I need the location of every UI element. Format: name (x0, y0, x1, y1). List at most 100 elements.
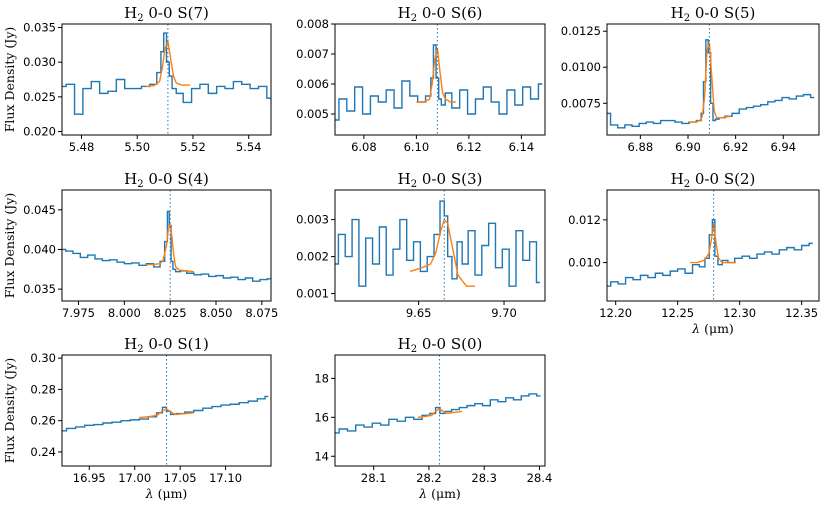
plot-area (607, 219, 813, 287)
title-subscript: 2 (411, 13, 417, 24)
fit-series (139, 408, 194, 419)
y-axis-label: Flux Density (Jy) (2, 193, 17, 299)
x-tick-label: 6.12 (456, 140, 482, 154)
x-tick-label: 7.975 (62, 306, 95, 320)
x-label-unit: (μm) (700, 321, 734, 336)
title-main: H (398, 335, 411, 353)
y-tick-label: 18 (314, 371, 329, 385)
spectrum-series (62, 32, 271, 115)
fit-series (417, 407, 463, 419)
x-tick-label: 6.14 (509, 140, 535, 154)
plot-area (62, 210, 271, 282)
axes-frame (606, 23, 820, 136)
plot-area (335, 44, 543, 121)
panel-title: H2 0-0 S(3) (398, 170, 483, 190)
y-tick-label: 0.005 (296, 107, 329, 121)
y-tick-label: 0.045 (23, 203, 56, 217)
title-rest: 0-0 S(4) (144, 170, 209, 188)
y-axis-label: Flux Density (Jy) (2, 27, 17, 133)
x-tick-label: 17.05 (164, 471, 197, 485)
title-rest: 0-0 S(0) (417, 335, 482, 353)
spectrum-series (335, 44, 543, 121)
panel-title: H2 0-0 S(0) (398, 335, 483, 355)
x-tick-label: 12.25 (661, 306, 694, 320)
panel-title: H2 0-0 S(1) (124, 335, 209, 355)
y-tick-label: 0.035 (23, 282, 56, 296)
y-tick-label: 0.035 (23, 20, 56, 34)
x-tick-label: 28.3 (471, 471, 497, 485)
title-main: H (124, 170, 137, 188)
x-tick-label: 6.10 (404, 140, 430, 154)
x-tick-label: 28.1 (361, 471, 387, 485)
y-tick-label: 0.008 (296, 17, 329, 31)
panel-title: H2 0-0 S(7) (124, 4, 209, 24)
fit-series (690, 224, 736, 264)
title-subscript: 2 (411, 344, 417, 355)
y-axis-label: Flux Density (Jy) (2, 358, 17, 464)
panel-3: 6.88 6.90 6.92 6.94 0.0075 0.0100 0.0125 H2 0-0… (561, 4, 820, 154)
panel-4: 7.975 8.000 8.025 8.050 8.075 0.035 0.040 0.045… (2, 170, 278, 320)
fit-series (146, 223, 195, 273)
x-tick-label: 9.65 (406, 306, 432, 320)
x-label-symbol: λ (418, 486, 427, 501)
y-tick-label: 0.30 (30, 351, 56, 365)
x-tick-label: 8.000 (108, 306, 141, 320)
title-main: H (124, 4, 137, 22)
y-tick-label: 0.025 (23, 90, 56, 104)
x-tick-label: 5.48 (69, 140, 95, 154)
panel-title: H2 0-0 S(4) (124, 170, 209, 190)
x-tick-label: 6.94 (770, 140, 796, 154)
x-tick-label: 16.95 (73, 471, 106, 485)
plot-area (335, 200, 540, 287)
panel-8: 28.1 28.2 28.3 28.4 14 16 18 H2 0-0 S(0) λ (μm) (314, 335, 552, 501)
plot-area (62, 32, 271, 115)
y-tick-label: 0.040 (23, 242, 56, 256)
panel-6: 12.20 12.25 12.30 12.35 0.010 0.012 H2 0-0 S(2… (568, 170, 820, 336)
fit-series (409, 218, 475, 287)
axes-frame (606, 189, 820, 302)
x-tick-label: 5.50 (124, 140, 150, 154)
y-tick-label: 0.007 (296, 47, 329, 61)
spectrum-series (62, 210, 271, 282)
y-tick-label: 0.006 (296, 77, 329, 91)
x-label-unit: (μm) (154, 486, 188, 501)
title-main: H (671, 170, 684, 188)
x-tick-label: 8.075 (245, 306, 278, 320)
x-tick-label: 12.30 (723, 306, 756, 320)
panel-5: 9.65 9.70 0.001 0.002 0.003 H2 0-0 S(3) (296, 170, 546, 320)
x-tick-label: 12.35 (785, 306, 818, 320)
title-rest: 0-0 S(7) (144, 4, 209, 22)
title-main: H (671, 4, 684, 22)
spectrum-series (607, 219, 813, 287)
spectrum-series (335, 393, 541, 434)
x-tick-label: 12.20 (599, 306, 632, 320)
y-tick-label: 0.001 (296, 287, 329, 301)
x-label-symbol: λ (691, 321, 700, 336)
panel-title: H2 0-0 S(2) (671, 170, 756, 190)
title-main: H (398, 4, 411, 22)
title-subscript: 2 (137, 179, 143, 190)
axes-frame (334, 23, 546, 136)
title-rest: 0-0 S(5) (690, 4, 755, 22)
panel-7: 16.95 17.00 17.05 17.10 0.24 0.26 0.28 0.30 H2 0… (2, 335, 272, 501)
panel-1: 5.48 5.50 5.52 5.54 0.020 0.025 0.030 0.035 H2 0… (2, 4, 272, 154)
x-tick-label: 17.00 (118, 471, 151, 485)
panel-2: 6.08 6.10 6.12 6.14 0.005 0.006 0.007 0.008 H2 0… (296, 4, 546, 154)
title-subscript: 2 (684, 179, 690, 190)
x-tick-label: 28.4 (527, 471, 553, 485)
x-tick-label: 9.70 (491, 306, 517, 320)
y-tick-label: 0.0100 (561, 60, 601, 74)
x-axis-label: λ (μm) (691, 321, 734, 336)
y-tick-label: 0.28 (30, 382, 56, 396)
title-main: H (124, 335, 137, 353)
y-tick-label: 0.0125 (561, 24, 601, 38)
x-axis-label: λ (μm) (145, 486, 188, 501)
plot-area (607, 39, 815, 129)
title-subscript: 2 (137, 13, 143, 24)
x-label-unit: (μm) (427, 486, 461, 501)
title-rest: 0-0 S(3) (417, 170, 482, 188)
title-rest: 0-0 S(1) (144, 335, 209, 353)
x-tick-label: 5.54 (236, 140, 262, 154)
x-tick-label: 17.10 (209, 471, 242, 485)
